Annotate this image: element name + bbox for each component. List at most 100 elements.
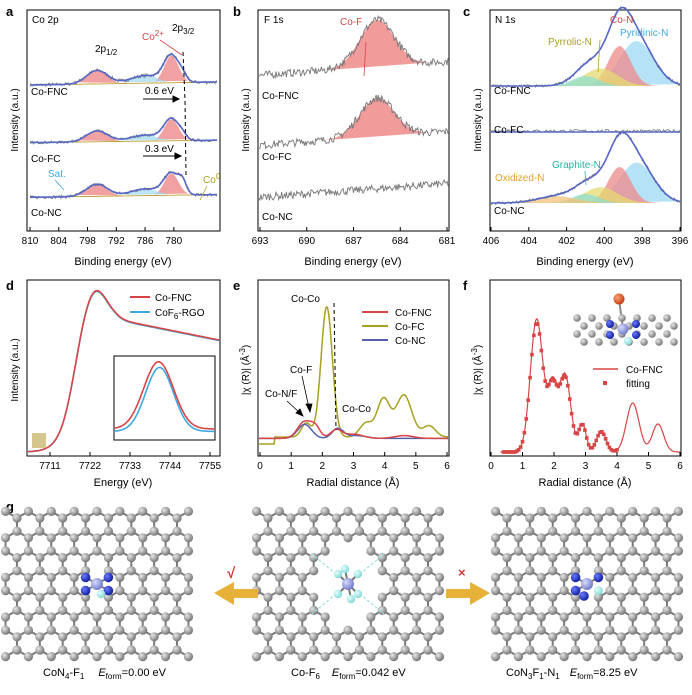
carbon-atom bbox=[423, 526, 433, 536]
carbon-atom bbox=[639, 632, 649, 642]
fit-point bbox=[581, 422, 585, 427]
fit-point bbox=[528, 375, 532, 380]
carbon-atom bbox=[0, 506, 11, 516]
peak-label-sat: Sat. bbox=[48, 169, 66, 180]
carbon-atom bbox=[138, 533, 148, 543]
fit-point bbox=[594, 438, 599, 443]
valid-mark: √ bbox=[227, 565, 236, 582]
x-tick-label: 4 bbox=[614, 461, 620, 472]
x-tick-label: 792 bbox=[108, 236, 125, 247]
nitrogen-atom bbox=[593, 572, 604, 583]
carbon-atom bbox=[46, 506, 56, 516]
peak-label: Oxidized-N bbox=[495, 173, 544, 184]
carbon-atom bbox=[331, 645, 342, 655]
carbon-atom bbox=[536, 586, 546, 596]
fit-point bbox=[560, 377, 564, 381]
carbon-atom bbox=[536, 506, 546, 516]
x-tick-label: 7744 bbox=[159, 461, 182, 472]
carbon-atom bbox=[434, 586, 445, 596]
co2-pointer bbox=[159, 39, 183, 56]
carbon-atom bbox=[160, 533, 171, 543]
panel-letter: c bbox=[463, 4, 470, 19]
legend-label: Co-FNC bbox=[395, 308, 432, 319]
carbon-atom bbox=[12, 553, 22, 563]
carbon-atom bbox=[650, 612, 661, 622]
panel-header: N 1s bbox=[495, 15, 516, 26]
carbon-atom bbox=[126, 553, 136, 563]
carbon-atom bbox=[172, 605, 182, 616]
carbon-atom bbox=[610, 338, 618, 346]
carbon-atom bbox=[663, 314, 671, 322]
fit-envelope-2 bbox=[30, 171, 217, 199]
plot-area bbox=[500, 318, 680, 454]
carbon-atom bbox=[411, 612, 422, 622]
carbon-atom bbox=[0, 652, 11, 662]
carbon-atom bbox=[536, 533, 546, 543]
carbon-atom bbox=[673, 612, 684, 622]
peak-label-co2: Co2+ bbox=[142, 29, 164, 43]
carbon-atom bbox=[525, 526, 535, 536]
carbon-atom bbox=[490, 625, 501, 635]
fit-point bbox=[503, 450, 508, 454]
x-tick-label: 1 bbox=[288, 461, 294, 472]
carbon-atom bbox=[126, 592, 136, 602]
sat-pointer bbox=[54, 179, 65, 191]
carbon-atom bbox=[354, 645, 365, 655]
carbon-atom bbox=[183, 533, 194, 543]
carbon-atom bbox=[92, 546, 102, 556]
carbon-atom bbox=[0, 586, 11, 596]
y-axis-label: |χ (R)| (Å-3) bbox=[470, 345, 484, 395]
fit-point bbox=[518, 445, 523, 449]
carbon-atom bbox=[377, 605, 387, 616]
x-tick-label: 7733 bbox=[119, 461, 142, 472]
carbon-atom bbox=[12, 632, 22, 642]
carbon-atom bbox=[172, 566, 182, 576]
carbon-atom bbox=[46, 625, 56, 635]
fit-point bbox=[586, 442, 591, 447]
carbon-atom bbox=[251, 572, 262, 583]
carbon-atom bbox=[411, 625, 422, 635]
annotation: Co-F bbox=[290, 365, 312, 376]
carbon-atom bbox=[525, 513, 535, 523]
fluorine-atom bbox=[624, 337, 632, 345]
carbon-atom bbox=[58, 645, 68, 655]
fit-point bbox=[566, 383, 570, 388]
fit-point bbox=[584, 436, 589, 440]
component-fill bbox=[491, 76, 680, 86]
x-tick-label: 3 bbox=[583, 461, 589, 472]
carbon-atom bbox=[673, 506, 684, 516]
carbon-atom bbox=[662, 632, 672, 642]
carbon-atom bbox=[673, 546, 684, 556]
peak-label: Co-F bbox=[340, 17, 362, 28]
carbon-atom bbox=[35, 592, 45, 602]
carbon-atom bbox=[366, 533, 376, 543]
carbon-atom bbox=[138, 572, 148, 583]
carbon-atom bbox=[149, 592, 159, 602]
carbon-atom bbox=[548, 632, 558, 642]
carbon-atom bbox=[12, 526, 22, 536]
fit-point bbox=[539, 348, 544, 353]
carbon-atom bbox=[251, 533, 262, 543]
curve-co-fnc bbox=[28, 289, 220, 453]
carbon-atom bbox=[513, 586, 524, 596]
carbon-atom bbox=[548, 605, 558, 616]
carbon-atom bbox=[149, 566, 159, 576]
fit-point bbox=[501, 450, 506, 454]
carbon-atom bbox=[263, 566, 273, 576]
carbon-atom bbox=[502, 566, 512, 576]
fit-point bbox=[552, 379, 557, 383]
fit-point bbox=[601, 432, 606, 437]
carbon-atom bbox=[251, 506, 262, 516]
carbon-atom bbox=[69, 546, 79, 556]
carbon-atom bbox=[183, 572, 194, 583]
fit-point bbox=[515, 449, 519, 453]
nitrogen-atom bbox=[103, 572, 114, 583]
fit-point bbox=[564, 375, 568, 380]
carbon-atom bbox=[411, 546, 422, 556]
peak-label: Pyridinic-N bbox=[620, 28, 668, 39]
panel-e: e 0 1 2 3 4 5 6 Radial distance (Å) |χ (R)| (Å… bbox=[233, 278, 450, 489]
fit-point bbox=[513, 450, 517, 454]
x-tick-label: 810 bbox=[22, 236, 39, 247]
carbon-atom bbox=[115, 625, 125, 635]
carbon-atom bbox=[0, 546, 11, 556]
